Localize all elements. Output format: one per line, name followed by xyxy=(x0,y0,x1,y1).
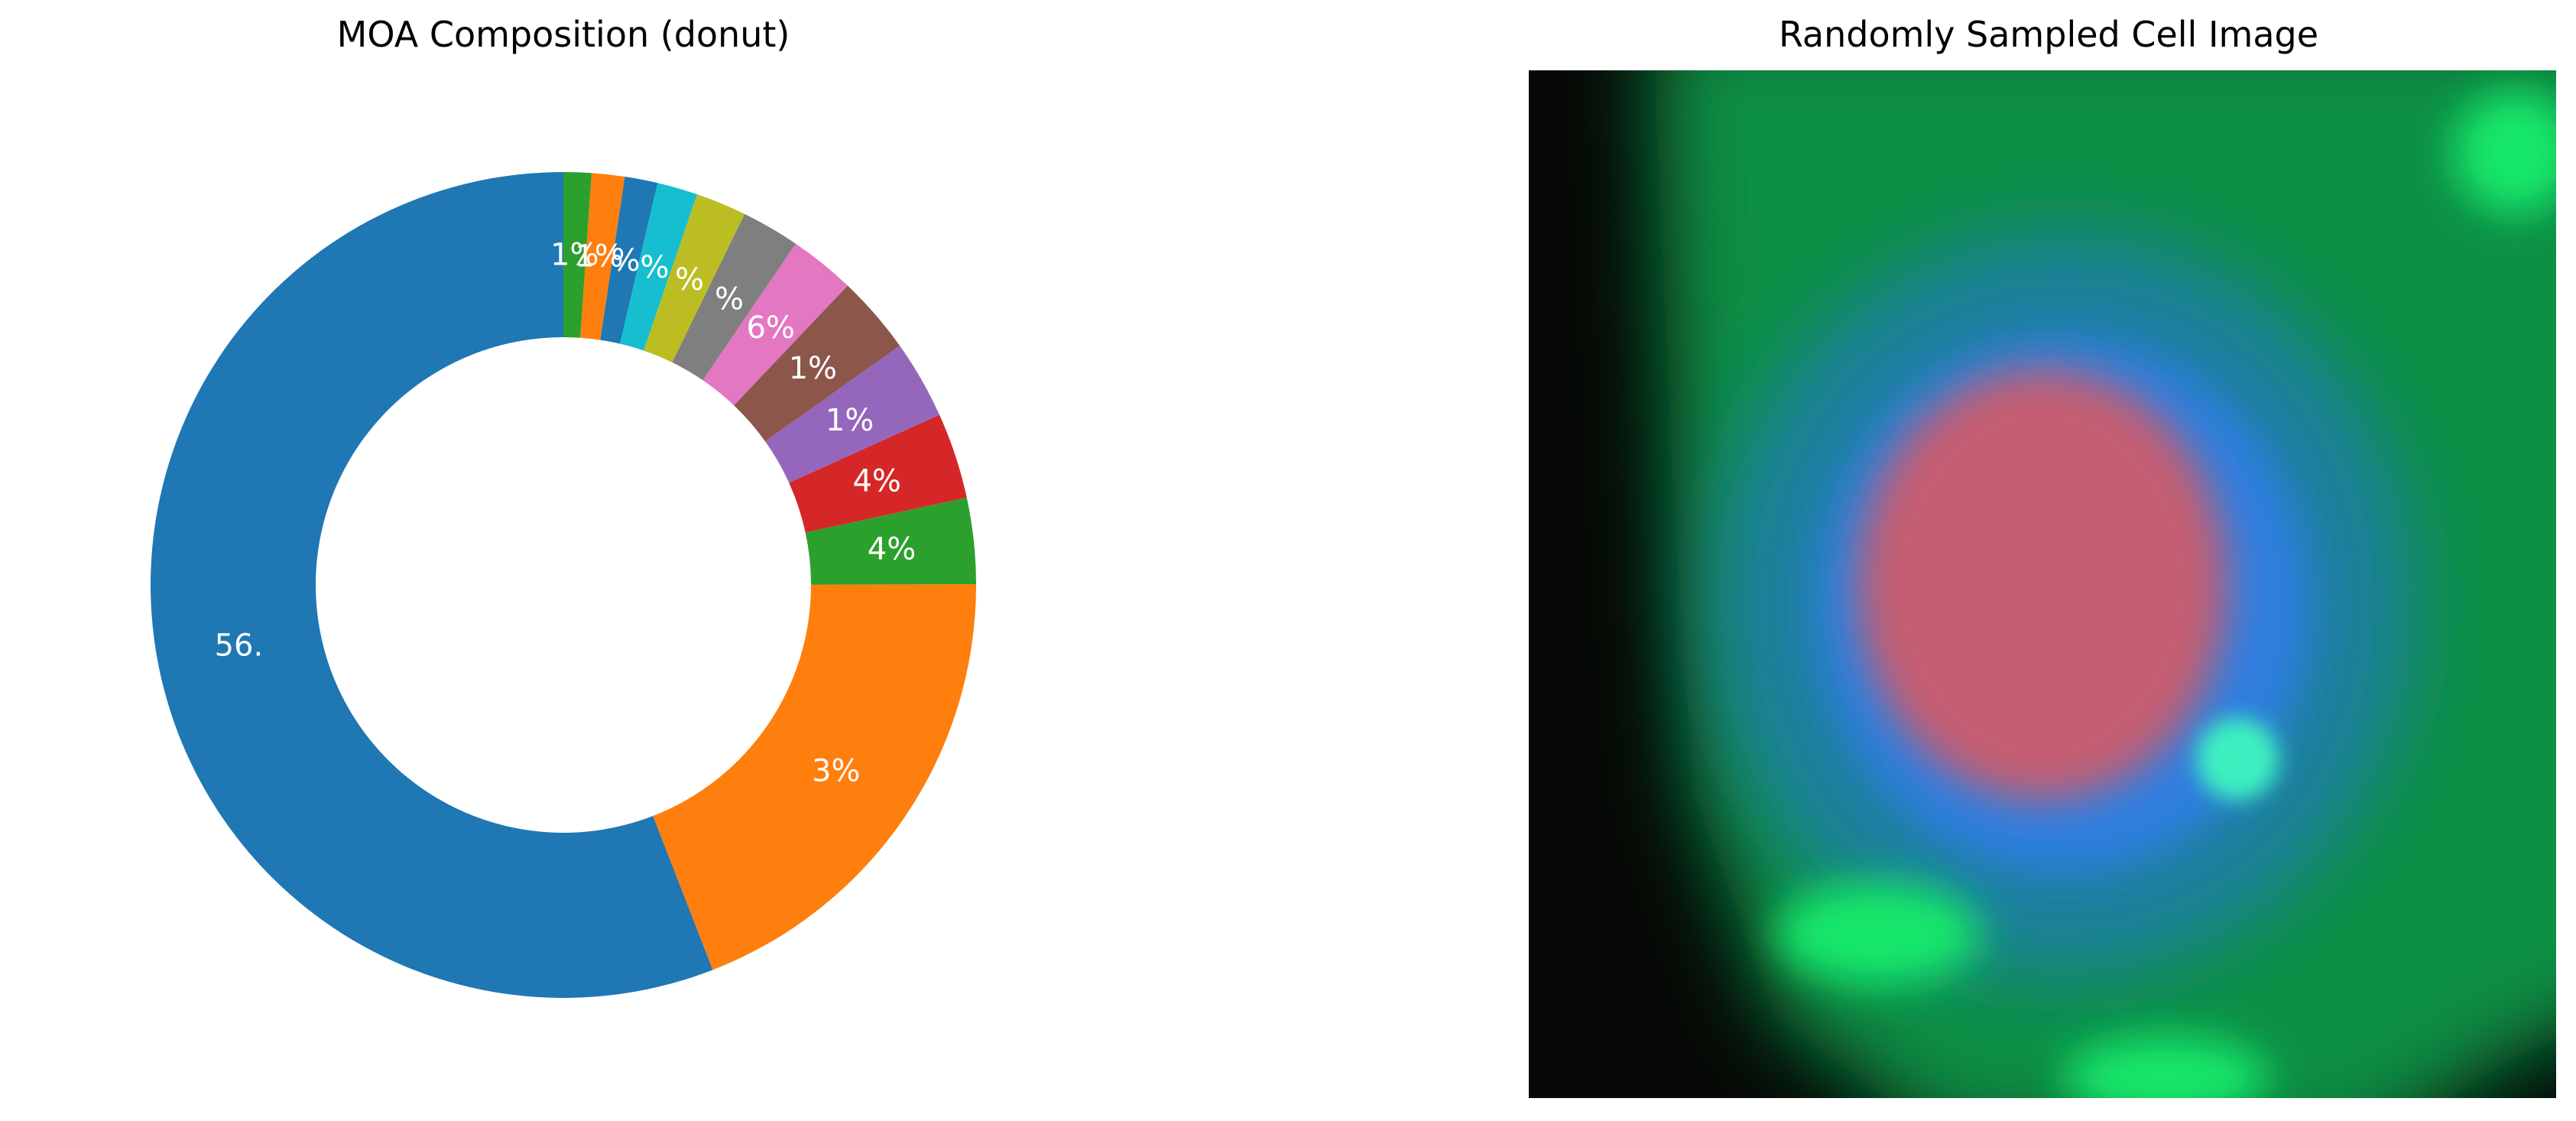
donut-slice-1 xyxy=(653,584,976,970)
donut-slice-8 xyxy=(644,194,745,362)
donut-slice-4 xyxy=(765,346,939,483)
donut-slice-label: % xyxy=(715,281,744,317)
cell-image-title: Randomly Sampled Cell Image xyxy=(1778,14,2319,55)
donut-slice-10 xyxy=(600,177,658,344)
donut-slice-label: 6% xyxy=(746,310,794,346)
bright-spot xyxy=(2196,717,2279,801)
donut-slice-2 xyxy=(805,497,976,585)
donut-slice-label: 3% xyxy=(812,754,860,789)
bright-region xyxy=(2062,1036,2269,1098)
cell-nucleus xyxy=(1857,368,2227,801)
donut-slice-label: % xyxy=(675,262,704,297)
donut-slice-label: % xyxy=(640,250,669,285)
donut-slice-label: 1% xyxy=(789,351,837,386)
donut-chart-title: MOA Composition (donut) xyxy=(336,14,790,55)
donut-slice-6 xyxy=(702,243,848,406)
donut-chart: 56.3%4%4%1%1%6%%%%%1%1% xyxy=(151,172,976,998)
donut-slice-label: 56. xyxy=(215,629,264,664)
cell-image xyxy=(1529,70,2556,1098)
donut-slice-label: 1% xyxy=(550,237,599,272)
donut-slice-label: % xyxy=(612,243,641,278)
donut-slice-9 xyxy=(619,183,698,351)
donut-slice-12 xyxy=(563,172,592,338)
donut-slice-0 xyxy=(151,172,713,998)
donut-slice-5 xyxy=(734,285,900,442)
bright-region xyxy=(1775,882,1981,986)
donut-slice-label: 4% xyxy=(868,532,916,567)
donut-slice-11 xyxy=(580,173,625,340)
donut-slice-label: 1% xyxy=(575,239,623,275)
donut-slice-7 xyxy=(672,213,796,381)
donut-slice-label: 4% xyxy=(852,463,900,499)
bright-region xyxy=(2453,90,2556,215)
donut-slice-label: 1% xyxy=(826,403,874,438)
donut-slice-3 xyxy=(789,414,967,533)
